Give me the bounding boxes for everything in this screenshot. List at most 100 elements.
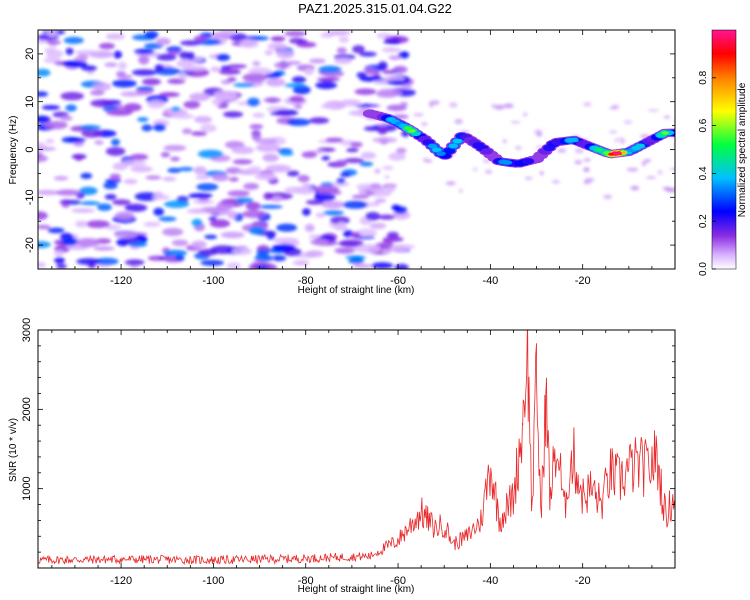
ridge-segment <box>635 143 646 149</box>
noise-blob <box>370 104 382 108</box>
noise-blob <box>200 124 217 133</box>
noise-blob <box>97 203 112 211</box>
noise-blob <box>678 181 690 184</box>
noise-blob <box>378 214 396 220</box>
noise-blob <box>309 117 329 124</box>
x-tick-label: -20 <box>575 575 591 587</box>
noise-blob <box>131 69 157 76</box>
noise-blob <box>484 169 493 174</box>
noise-blob <box>454 118 463 125</box>
noise-blob <box>618 137 625 141</box>
x-tick-label: -80 <box>298 575 314 587</box>
noise-blob <box>167 167 182 173</box>
noise-blob <box>63 36 84 45</box>
noise-blob <box>179 51 190 60</box>
colorbar-label: Normalized spectral amplitude <box>737 82 748 217</box>
noise-blob <box>360 151 377 160</box>
x-tick-label: -60 <box>390 275 406 287</box>
x-tick-label: -120 <box>110 575 132 587</box>
noise-blob <box>254 173 278 181</box>
noise-blob <box>227 210 237 219</box>
x-tick-label: -20 <box>575 275 591 287</box>
noise-blob <box>195 175 211 180</box>
noise-blob <box>502 139 507 144</box>
noise-blob <box>115 71 126 76</box>
noise-blob <box>231 247 252 256</box>
noise-blob <box>252 60 261 67</box>
noise-blob <box>289 95 305 103</box>
noise-blob <box>354 88 377 95</box>
ridge-segment <box>427 143 438 149</box>
noise-blob <box>630 185 640 191</box>
noise-blob <box>267 42 288 51</box>
noise-blob <box>359 161 374 167</box>
noise-blob <box>614 138 619 143</box>
snr-axes: -120 -100 -80 -60 -40 -20 1000 2000 3000 <box>21 318 676 587</box>
noise-blob <box>338 239 364 248</box>
noise-blob <box>315 212 326 218</box>
noise-blob <box>178 167 194 172</box>
noise-blob <box>223 111 244 118</box>
noise-blob <box>626 167 639 172</box>
noise-blob <box>388 152 406 161</box>
noise-blob <box>81 129 103 138</box>
noise-blob <box>79 124 101 131</box>
noise-blob <box>666 187 675 193</box>
noise-blob <box>313 185 340 194</box>
noise-blob <box>252 112 265 118</box>
noise-blob <box>510 121 521 124</box>
noise-blob <box>394 263 409 269</box>
noise-blob <box>303 67 314 76</box>
noise-blob <box>350 141 363 148</box>
noise-blob <box>334 247 355 254</box>
noise-blob <box>123 178 138 185</box>
noise-blob <box>98 42 115 50</box>
noise-blob <box>210 245 236 255</box>
noise-blob <box>60 115 73 121</box>
noise-blob <box>344 157 365 164</box>
noise-blob <box>603 194 613 200</box>
noise-blob <box>284 83 306 88</box>
noise-blob <box>76 258 102 265</box>
noise-blob <box>76 238 101 247</box>
noise-blob <box>235 197 254 204</box>
ridge-segment <box>569 137 579 143</box>
noise-blob <box>255 143 280 153</box>
noise-blob <box>386 104 407 112</box>
noise-blob <box>320 103 338 109</box>
noise-blob <box>65 104 77 112</box>
noise-blob <box>304 223 315 232</box>
noise-blob <box>472 167 479 171</box>
noise-blob <box>308 234 322 239</box>
noise-blob <box>210 66 221 73</box>
noise-blob <box>159 92 180 98</box>
noise-blob <box>38 142 47 147</box>
noise-blob <box>381 47 401 53</box>
noise-blob <box>193 166 207 175</box>
noise-blob <box>141 78 162 86</box>
figure-title: PAZ1.2025.315.01.04.G22 <box>298 1 452 16</box>
noise-blob <box>111 138 120 146</box>
noise-blob <box>95 257 119 266</box>
x-tick-label: -80 <box>298 275 314 287</box>
noise-blob <box>45 138 55 144</box>
noise-blob <box>163 200 190 208</box>
noise-blob <box>641 161 647 167</box>
noise-blob <box>265 78 286 87</box>
noise-blob <box>536 145 543 149</box>
noise-blob <box>190 208 205 214</box>
noise-blob <box>359 51 377 57</box>
noise-blob <box>585 177 595 183</box>
noise-blob <box>248 226 265 235</box>
noise-blob <box>284 186 306 194</box>
noise-blob <box>245 201 261 211</box>
noise-blob <box>251 132 262 141</box>
signal-ridge <box>362 109 675 168</box>
noise-blob <box>302 182 311 192</box>
colorbar-tick-label: 0.8 <box>698 70 709 84</box>
noise-blob <box>620 140 625 144</box>
noise-blob <box>113 50 123 59</box>
x-tick-label: -60 <box>390 575 406 587</box>
noise-blob <box>262 153 279 162</box>
snr-frame <box>37 329 676 569</box>
